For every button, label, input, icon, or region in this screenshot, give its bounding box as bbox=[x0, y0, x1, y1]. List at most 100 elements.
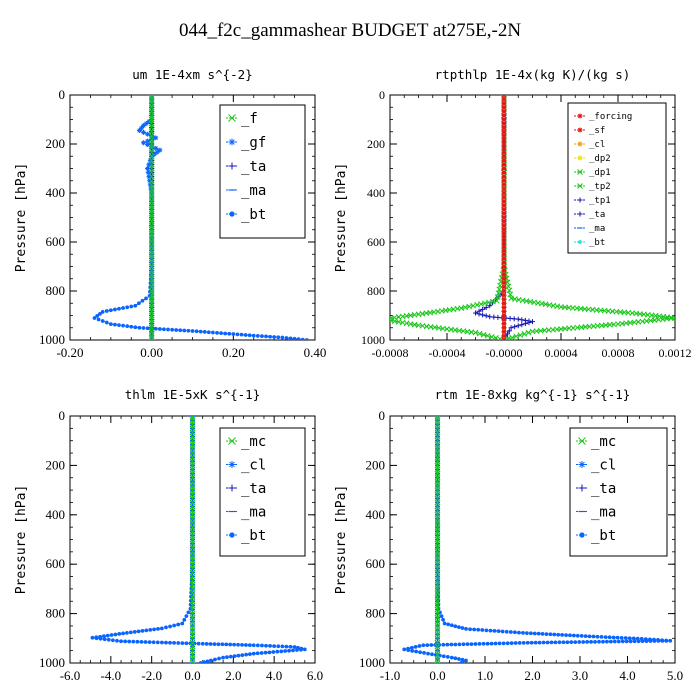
legend-label: _sf bbox=[589, 126, 605, 136]
x-tick-label: 0.40 bbox=[304, 345, 327, 360]
legend-entry-mc: _mc bbox=[226, 434, 266, 450]
legend-label: _ta bbox=[241, 159, 266, 175]
legend-label: _tp2 bbox=[589, 182, 611, 192]
legend-label: _ta bbox=[589, 210, 605, 220]
panel-title: rtpthlp 1E-4x(kg K)/(kg s) bbox=[435, 67, 631, 82]
legend-label: _ma bbox=[589, 224, 605, 234]
chart-panel-um: um 1E-4xm s^{-2} Pressure [hPa] 0 200 400 600… bbox=[14, 67, 327, 360]
legend-box bbox=[219, 104, 306, 239]
legend-label: _ma bbox=[241, 504, 266, 520]
x-tick-label: 0.00 bbox=[140, 345, 163, 360]
y-tick-label: 800 bbox=[366, 606, 386, 621]
x-tick-label: 0.0012 bbox=[659, 346, 692, 360]
x-tick-label: -0.0008 bbox=[372, 346, 409, 360]
y-tick-label: 1000 bbox=[361, 333, 385, 347]
legend-label: _f bbox=[241, 111, 258, 127]
legend-entry-ma: _ma bbox=[574, 224, 605, 234]
panel-title: thlm 1E-5xK s^{-1} bbox=[125, 387, 260, 402]
legend-entry-ta: _ta bbox=[576, 481, 616, 497]
legend-entry-bt: _bt bbox=[574, 238, 605, 248]
legend-entry-ma: _ma bbox=[226, 183, 266, 199]
legend-label: _bt bbox=[241, 528, 266, 544]
y-tick-label: 800 bbox=[46, 283, 66, 298]
x-tick-label: -0.0004 bbox=[429, 346, 466, 360]
panel-title: rtm 1E-8xkg kg^{-1} s^{-1} bbox=[435, 387, 631, 402]
y-tick-label: 800 bbox=[46, 606, 66, 621]
series-markers-tp2 bbox=[390, 95, 507, 340]
y-tick-label: 800 bbox=[367, 284, 385, 298]
x-tick-label: 0.0008 bbox=[602, 346, 635, 360]
y-axis-label: Pressure [hPa] bbox=[334, 163, 349, 273]
y-tick-label: 0 bbox=[379, 408, 386, 423]
y-axis-label: Pressure [hPa] bbox=[14, 163, 29, 273]
legend-entry-tp1: _tp1 bbox=[574, 196, 611, 206]
legend-entry-ta: _ta bbox=[226, 481, 266, 497]
y-tick-label: 200 bbox=[46, 457, 66, 472]
x-tick-label: 0.20 bbox=[222, 345, 245, 360]
legend-entry-cl: _cl bbox=[574, 140, 605, 150]
x-tick-label: 2.0 bbox=[524, 668, 540, 683]
y-tick-label: 600 bbox=[367, 235, 385, 249]
y-tick-label: 0 bbox=[59, 87, 66, 102]
y-axis-label: Pressure [hPa] bbox=[334, 485, 349, 595]
x-tick-label: 0.0 bbox=[184, 668, 200, 683]
x-tick-label: -6.0 bbox=[60, 668, 81, 683]
legend-label: _ma bbox=[591, 504, 616, 520]
legend-entry-gf: _gf bbox=[226, 135, 266, 151]
x-tick-label: 4.0 bbox=[266, 668, 282, 683]
x-tick-label: -4.0 bbox=[101, 668, 122, 683]
legend-entry-sf: _sf bbox=[574, 126, 605, 136]
x-tick-label: 0.0004 bbox=[545, 346, 578, 360]
legend-label: _gf bbox=[241, 135, 266, 151]
x-tick-label: 3.0 bbox=[572, 668, 588, 683]
y-tick-label: 1000 bbox=[39, 332, 65, 347]
legend-entry-ma: _ma bbox=[226, 504, 266, 520]
y-tick-label: 600 bbox=[46, 556, 66, 571]
legend-label: _ta bbox=[241, 481, 266, 497]
y-tick-label: 600 bbox=[366, 556, 386, 571]
legend-label: _mc bbox=[241, 434, 266, 450]
legend-label: _tp1 bbox=[589, 196, 611, 206]
x-tick-label: -2.0 bbox=[141, 668, 162, 683]
series-line-tp2 bbox=[390, 95, 505, 340]
x-tick-label: -1.0 bbox=[380, 668, 401, 683]
legend-entry-bt: _bt bbox=[226, 207, 266, 223]
legend-entry-ta: _ta bbox=[574, 210, 605, 220]
legend-label: _ma bbox=[241, 183, 266, 199]
legend-entry-cl: _cl bbox=[576, 457, 616, 473]
legend-entry-dp2: _dp2 bbox=[574, 154, 611, 164]
y-tick-label: 0 bbox=[379, 88, 385, 102]
x-tick-label: -0.0000 bbox=[486, 346, 523, 360]
chart-panel-rtpthlp: rtpthlp 1E-4x(kg K)/(kg s) Pressure [hPa]… bbox=[334, 67, 692, 360]
x-tick-label: 5.0 bbox=[667, 668, 683, 683]
legend-label: _cl bbox=[591, 457, 616, 473]
legend-entry-forcing: _forcing bbox=[574, 112, 632, 122]
legend-entry-f: _f bbox=[226, 111, 258, 127]
x-tick-label: 2.0 bbox=[225, 668, 241, 683]
y-tick-label: 400 bbox=[366, 507, 386, 522]
panel-title: um 1E-4xm s^{-2} bbox=[132, 67, 252, 82]
legend-label: _dp1 bbox=[589, 168, 611, 178]
legend-entry-ma: _ma bbox=[576, 504, 616, 520]
legend-entry-ta: _ta bbox=[226, 159, 266, 175]
x-tick-label: 6.0 bbox=[307, 668, 323, 683]
series-markers-f bbox=[148, 95, 155, 340]
legend-label: _forcing bbox=[589, 112, 632, 122]
y-tick-label: 1000 bbox=[359, 655, 385, 670]
x-tick-label: 0.0 bbox=[429, 668, 445, 683]
y-tick-label: 600 bbox=[46, 234, 66, 249]
legend-label: _cl bbox=[589, 140, 605, 150]
y-tick-label: 200 bbox=[366, 457, 386, 472]
y-tick-label: 200 bbox=[367, 137, 385, 151]
y-tick-label: 1000 bbox=[39, 655, 65, 670]
legend-entry-tp2: _tp2 bbox=[574, 182, 611, 192]
legend-entry-bt: _bt bbox=[576, 528, 616, 544]
y-tick-label: 0 bbox=[59, 408, 66, 423]
legend-box bbox=[567, 102, 667, 254]
figure-title: 044_f2c_gammashear BUDGET at275E,-2N bbox=[178, 20, 522, 41]
legend-label: _cl bbox=[241, 457, 266, 473]
legend-entry-bt: _bt bbox=[226, 528, 266, 544]
x-tick-label: -0.20 bbox=[56, 345, 83, 360]
legend-label: _bt bbox=[589, 238, 605, 248]
y-tick-label: 200 bbox=[46, 136, 66, 151]
